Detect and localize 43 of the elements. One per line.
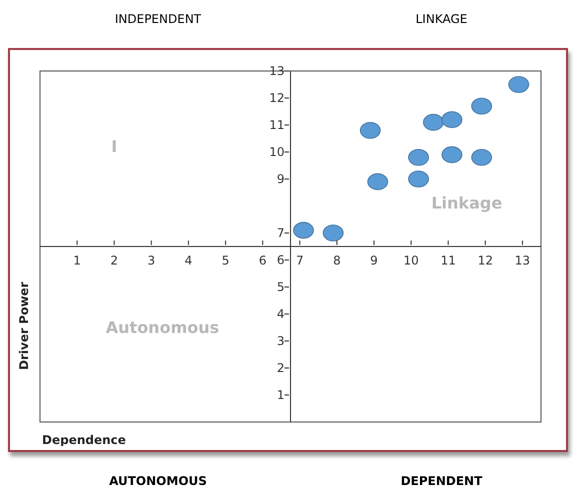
x-tick-label: 8 <box>333 254 341 268</box>
x-tick-label: 7 <box>296 254 304 268</box>
x-tick-label: 4 <box>184 254 192 268</box>
x-tick-label: 10 <box>403 254 419 268</box>
point <box>508 76 530 93</box>
point <box>422 114 444 131</box>
point <box>408 149 429 166</box>
x-tick-label: 3 <box>148 254 156 268</box>
text: DEPENDENT <box>400 474 484 488</box>
x-tick-label: 6 <box>258 254 266 268</box>
x-tick-label: 11 <box>440 254 456 268</box>
point <box>322 224 344 242</box>
y-tick-label: 5 <box>276 280 284 294</box>
annotation: I <box>111 137 118 156</box>
x-tick-label: 2 <box>110 254 118 268</box>
y-tick-label: 2 <box>276 361 284 375</box>
x-tick-label: 1 <box>73 254 81 268</box>
y-tick-label: 7 <box>276 226 284 240</box>
point <box>442 111 462 128</box>
y-axis-title: Driver Power <box>17 282 31 370</box>
y-tick-label: 1 <box>276 388 284 402</box>
y-tick-label: 9 <box>276 172 284 186</box>
text: INDEPENDENT <box>114 12 202 26</box>
y-tick-label: 10 <box>269 145 284 159</box>
point <box>293 222 314 239</box>
point <box>367 173 388 190</box>
text: LINKAGE <box>414 12 468 26</box>
x-tick-label: 5 <box>222 254 230 268</box>
annotation: Autonomous <box>106 318 220 337</box>
y-tick-label: 12 <box>269 91 284 105</box>
point <box>471 149 492 166</box>
x-tick-label: 9 <box>370 254 378 268</box>
point <box>471 98 492 114</box>
y-tick-label: 11 <box>269 118 284 132</box>
y-tick-label: 3 <box>276 334 284 348</box>
y-tick-label: 4 <box>276 307 284 321</box>
x-tick-label: 13 <box>514 254 530 268</box>
point <box>360 122 381 139</box>
x-tick-label: 12 <box>478 254 493 268</box>
annotation: Linkage <box>431 194 502 213</box>
point <box>408 170 429 188</box>
text: AUTONOMOUS <box>108 474 208 488</box>
point <box>442 146 462 164</box>
